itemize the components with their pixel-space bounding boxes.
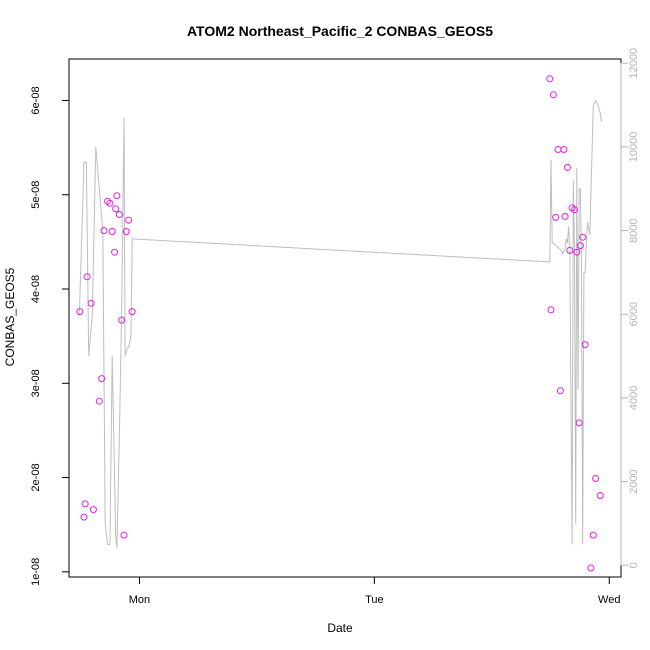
y-axis-label: CONBAS_GEOS5 [3,267,17,366]
y-tick-label: 2e-08 [30,463,42,491]
y-axis-right: 0 2000 4000 6000 8000 10000 12000 [620,48,640,568]
data-point [100,227,108,235]
data-point [587,564,595,572]
data-point [596,492,604,499]
y2-tick-label: 12000 [628,48,640,79]
data-point [120,531,128,539]
data-point [128,308,136,316]
data-point [87,299,95,307]
y-tick-label: 3e-08 [30,369,42,397]
data-point [115,211,123,218]
data-point [111,248,119,256]
data-point [575,419,583,427]
data-point [560,146,568,153]
data-point [125,216,133,224]
data-point [118,316,126,324]
data-point [549,91,557,99]
data-point [579,233,587,241]
data-point [80,513,88,521]
data-point [556,387,564,395]
data-point [547,306,555,314]
data-point [573,248,581,256]
y-axis-left: 1e-08 2e-08 3e-08 4e-08 5e-08 6e-08 [30,86,70,586]
data-point [113,192,121,200]
y2-tick-label: 10000 [628,132,640,163]
x-tick-label: Wed [598,594,620,606]
chart-title: ATOM2 Northeast_Pacific_2 CONBAS_GEOS5 [187,23,493,39]
x-axis: Mon Tue Wed [129,576,620,606]
data-point [566,246,574,254]
data-point [76,308,84,316]
data-point [571,206,578,214]
data-point [546,75,554,83]
data-point [592,475,600,482]
x-axis-label: Date [327,621,353,635]
data-point [561,212,569,220]
y-tick-label: 4e-08 [30,275,42,303]
y2-tick-label: 2000 [628,469,640,493]
primary-series [76,75,604,572]
y2-tick-label: 0 [628,562,640,568]
y-tick-label: 5e-08 [30,181,42,209]
y2-tick-label: 8000 [628,218,640,242]
y2-tick-label: 6000 [628,302,640,326]
data-point [89,506,97,514]
data-point [95,397,103,405]
data-point [552,213,560,221]
x-tick-label: Mon [129,594,150,606]
x-tick-label: Tue [365,594,384,606]
data-point [122,228,130,235]
y-tick-label: 1e-08 [30,558,42,586]
series-line [78,99,602,549]
data-point [106,199,114,207]
data-point [108,228,116,235]
data-point [563,163,571,171]
data-point [589,531,597,539]
data-point [83,273,91,281]
data-point [581,341,589,349]
data-point [576,242,584,250]
data-point [81,500,89,508]
secondary-series [78,99,602,549]
data-point [98,375,106,383]
y-tick-label: 6e-08 [30,86,42,114]
y2-tick-label: 4000 [628,386,640,410]
data-point [112,205,120,213]
